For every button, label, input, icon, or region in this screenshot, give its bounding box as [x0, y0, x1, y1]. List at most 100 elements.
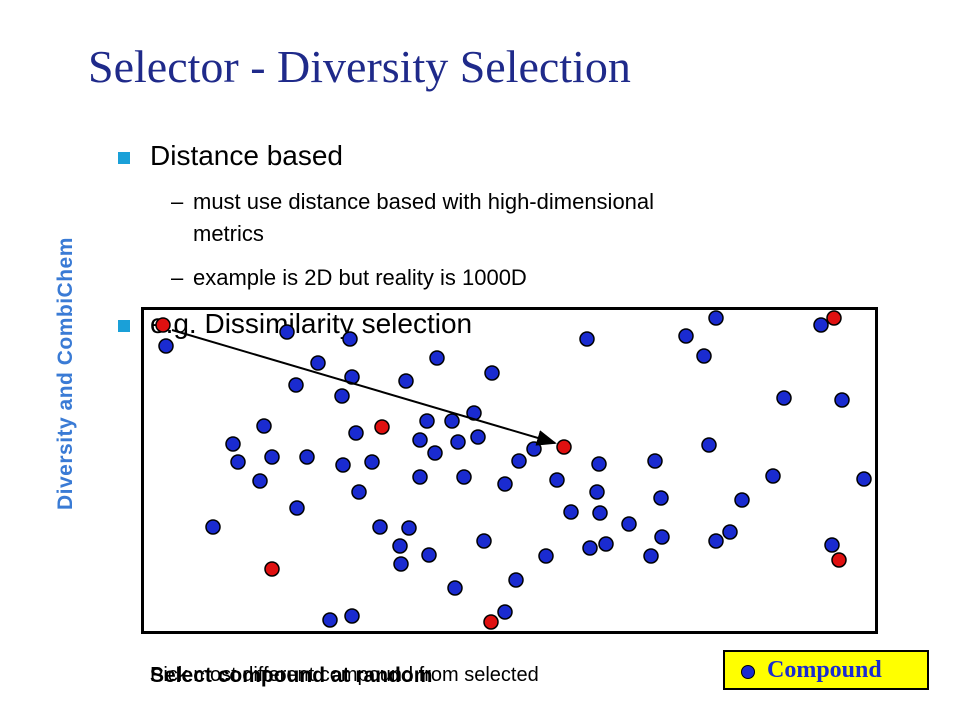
- compound-point: [158, 338, 174, 354]
- compound-point: [591, 456, 607, 472]
- compound-point: [225, 436, 241, 452]
- compound-point: [288, 377, 304, 393]
- compound-point: [776, 390, 792, 406]
- compound-point: [701, 437, 717, 453]
- compound-point: [421, 547, 437, 563]
- compound-point: [678, 328, 694, 344]
- compound-point: [392, 538, 408, 554]
- bullet-square-icon: [118, 320, 130, 332]
- compound-point: [476, 533, 492, 549]
- compound-point: [708, 533, 724, 549]
- selected-compound-point: [155, 317, 171, 333]
- legend-label: Compound: [767, 657, 882, 683]
- compound-point: [647, 453, 663, 469]
- compound-point: [824, 537, 840, 553]
- compound-point: [299, 449, 315, 465]
- compound-point: [653, 490, 669, 506]
- compound-point: [538, 548, 554, 564]
- compound-point: [592, 505, 608, 521]
- compound-point: [696, 348, 712, 364]
- selection-arrow: [171, 329, 557, 446]
- bullet-distance-based: Distance based: [118, 140, 344, 172]
- compound-point: [654, 529, 670, 545]
- compound-point: [856, 471, 872, 487]
- slide-title: Selector - Diversity Selection: [88, 41, 631, 92]
- dash-icon: –: [171, 189, 184, 214]
- sub-bullet-1-line1: must use distance based with high-dimens…: [193, 189, 655, 214]
- selected-compound-point: [826, 310, 842, 326]
- compound-point: [444, 413, 460, 429]
- caption-stack: Pick most different compound from select…: [150, 664, 539, 687]
- compound-point: [484, 365, 500, 381]
- compound-point: [230, 454, 246, 470]
- compound-point: [412, 432, 428, 448]
- sub-bullet-2-text: example is 2D but reality is 1000D: [193, 265, 527, 290]
- compound-point: [401, 520, 417, 536]
- compound-point: [734, 492, 750, 508]
- compound-point: [508, 572, 524, 588]
- compound-point: [344, 608, 360, 624]
- compound-point: [322, 612, 338, 628]
- compound-point: [582, 540, 598, 556]
- compound-point: [598, 536, 614, 552]
- compound-point: [511, 453, 527, 469]
- compound-point: [334, 388, 350, 404]
- compound-point: [351, 484, 367, 500]
- legend-box: Compound: [723, 650, 929, 690]
- compound-dot-icon: [741, 665, 755, 679]
- compound-point: [549, 472, 565, 488]
- compound-point: [447, 580, 463, 596]
- compound-point: [579, 331, 595, 347]
- compound-point: [310, 355, 326, 371]
- compound-point: [722, 524, 738, 540]
- bullet-dissimilarity: e.g. Dissimilarity selection: [118, 308, 473, 340]
- compound-point: [765, 468, 781, 484]
- compound-point: [470, 429, 486, 445]
- bullet-text: Distance based: [150, 140, 344, 171]
- compound-point: [419, 413, 435, 429]
- compound-point: [456, 469, 472, 485]
- compound-point: [335, 457, 351, 473]
- compound-point: [563, 504, 579, 520]
- selected-compound-point: [556, 439, 572, 455]
- selected-compound-point: [374, 419, 390, 435]
- compound-point: [256, 418, 272, 434]
- sub-bullet-2: – example is 2D but reality is 1000D: [171, 262, 527, 294]
- bullet-text: e.g. Dissimilarity selection: [150, 308, 473, 339]
- compound-point: [279, 324, 295, 340]
- caption-select-random: Select compound at random: [150, 664, 433, 687]
- compound-point: [643, 548, 659, 564]
- compound-point: [621, 516, 637, 532]
- scatter-panel: [141, 307, 878, 634]
- compound-point: [264, 449, 280, 465]
- dash-icon: –: [171, 265, 184, 290]
- compound-point: [813, 317, 829, 333]
- compound-point: [393, 556, 409, 572]
- compound-point: [348, 425, 364, 441]
- compound-point: [834, 392, 850, 408]
- sub-bullet-1-line2: metrics: [193, 221, 264, 246]
- compound-point: [252, 473, 268, 489]
- compound-point: [289, 500, 305, 516]
- compound-point: [429, 350, 445, 366]
- compound-point: [342, 331, 358, 347]
- sub-bullet-1: – must use distance based with high-dime…: [171, 186, 655, 250]
- selected-compound-point: [483, 614, 499, 630]
- compound-point: [497, 476, 513, 492]
- compound-point: [205, 519, 221, 535]
- compound-point: [427, 445, 443, 461]
- compound-point: [364, 454, 380, 470]
- selected-compound-point: [831, 552, 847, 568]
- compound-point: [526, 441, 542, 457]
- compound-point: [372, 519, 388, 535]
- compound-point: [450, 434, 466, 450]
- compound-point: [497, 604, 513, 620]
- bullet-square-icon: [118, 152, 130, 164]
- caption-pick-most-different: Pick most different compound from select…: [150, 664, 539, 686]
- selected-compound-point: [264, 561, 280, 577]
- compound-point: [708, 310, 724, 326]
- compound-point: [398, 373, 414, 389]
- compound-point: [589, 484, 605, 500]
- compound-point: [412, 469, 428, 485]
